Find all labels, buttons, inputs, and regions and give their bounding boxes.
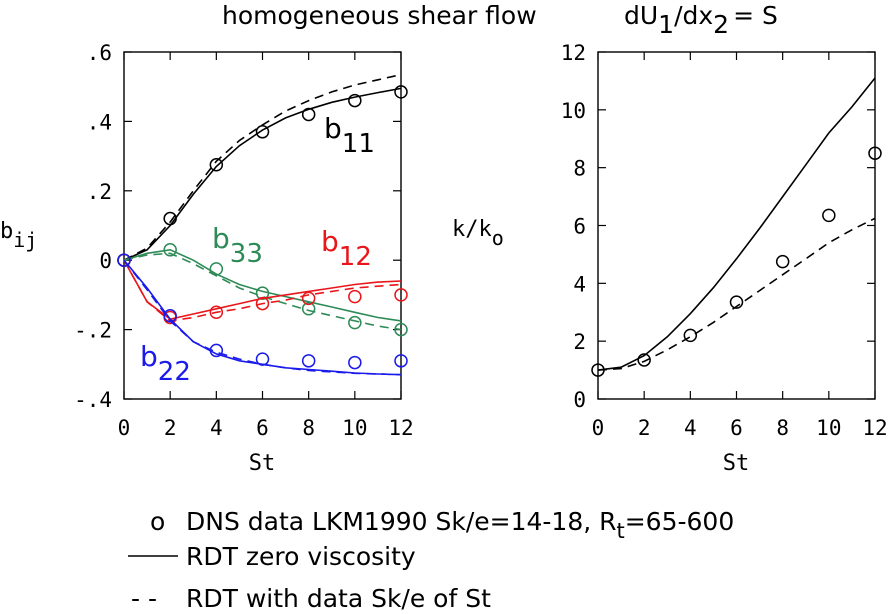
shear-equation: dU1/dx2 = S: [624, 1, 778, 39]
b11-dns-point: [348, 93, 362, 108]
k-dns-point: [729, 295, 744, 309]
k-dns-point: [775, 254, 790, 269]
k-dns-point: [868, 146, 882, 160]
k-xtick-label: 2: [638, 416, 651, 440]
k-xtick-label: 8: [776, 416, 789, 440]
b11-label: b11: [324, 112, 375, 159]
b22-dns-point: [348, 355, 362, 370]
k-dns-point: [591, 363, 605, 377]
legend: o DNS data LKM1990 Sk/e=14-18, Rt=65-600…: [128, 507, 734, 613]
b22-dns-point: [394, 354, 408, 368]
k-xtick-label: 6: [730, 416, 743, 440]
k-rdt-data-line: [597, 217, 876, 371]
k-xtick-label: 12: [862, 416, 887, 440]
b12-dns-point: [394, 288, 408, 302]
series-labels: b11 b33 b12 b22: [140, 112, 375, 387]
b33-dns-point: [348, 315, 362, 330]
bij-axis-ticks: 0 2 4 6 8 10 12 -.4 -.2 0 .2 .4 .6: [74, 41, 414, 440]
b33-rdt-zero-viscosity-line: [123, 248, 402, 322]
legend-dashed-symbol: - -: [131, 584, 157, 613]
bij-plot: 0 2 4 6 8 10 12 -.4 -.2 0 .2 .4 .6 St bij b11 b33 b1…: [0, 41, 414, 476]
k-y-axis-label: k/ko: [452, 217, 504, 250]
k-series: [591, 77, 882, 377]
bij-series: [117, 73, 408, 376]
bij-xtick-label: 4: [210, 416, 223, 440]
b11-dns-point: [301, 107, 316, 122]
bij-xtick-label: 6: [256, 416, 269, 440]
b12-dns-point: [255, 296, 270, 311]
b33-dns-point: [301, 302, 316, 316]
b11-rdt-zero-viscosity-line: [123, 87, 402, 261]
b22-dns-point: [255, 352, 270, 366]
k-xtick-label: 4: [684, 416, 697, 440]
b33-label: b33: [212, 222, 263, 269]
b22-dns-point: [117, 253, 131, 267]
bij-ytick-label: .6: [87, 41, 112, 65]
legend-item-rdt-zero: RDT zero viscosity: [128, 542, 416, 571]
bij-xtick-label: 12: [388, 416, 413, 440]
b22-dns-point: [209, 343, 224, 358]
bij-ytick-label: -.4: [74, 388, 112, 412]
k-ytick-label: 2: [573, 330, 586, 354]
k-xtick-label: 10: [816, 416, 841, 440]
k-xtick-label: 0: [592, 416, 605, 440]
bij-ytick-label: .4: [87, 110, 112, 134]
bij-ytick-label: .2: [87, 180, 112, 204]
b12-label: b12: [321, 225, 372, 272]
bij-xtick-label: 2: [164, 416, 177, 440]
bij-ytick-label: -.2: [74, 319, 112, 343]
legend-rdt-zero-text: RDT zero viscosity: [186, 542, 416, 571]
k-x-axis-label: St: [723, 451, 750, 476]
b11-dns-point: [163, 211, 177, 226]
b11-rdt-data-line: [123, 73, 402, 261]
k-ytick-label: 4: [573, 272, 586, 296]
legend-rdt-data-text: RDT with data Sk/e of St: [186, 584, 491, 613]
k-dns-point: [822, 208, 836, 223]
b11-dns-point: [394, 85, 408, 99]
bij-ytick-label: 0: [99, 249, 112, 273]
k-ytick-label: 8: [573, 157, 586, 181]
k-plot: 0 2 4 6 8 10 12 0 2 4 6 8 10 12 St k/ko: [452, 41, 888, 476]
legend-dns-symbol: o: [150, 507, 165, 536]
bij-xtick-label: 0: [118, 416, 131, 440]
bij-xtick-label: 10: [342, 416, 367, 440]
k-rdt-zero-viscosity-line: [597, 77, 876, 371]
b33-dns-point: [163, 243, 177, 257]
k-dns-point: [683, 328, 698, 343]
k-ytick-label: 0: [573, 388, 586, 412]
k-dns-point: [637, 353, 651, 367]
b11-dns-point: [255, 125, 270, 139]
legend-item-rdt-data: - - RDT with data Sk/e of St: [131, 584, 491, 613]
k-axis-ticks: 0 2 4 6 8 10 12 0 2 4 6 8 10 12: [561, 41, 888, 440]
bij-x-axis-label: St: [249, 451, 276, 476]
legend-dns-text: DNS data LKM1990 Sk/e=14-18, Rt=65-600: [186, 507, 734, 543]
b33-dns-point: [394, 322, 408, 337]
b12-dns-point: [209, 305, 224, 319]
figure-title: homogeneous shear flow: [222, 1, 537, 30]
k-ytick-label: 12: [561, 41, 586, 65]
k-ytick-label: 10: [561, 99, 586, 123]
k-plot-frame: [597, 51, 876, 400]
b12-dns-point: [301, 291, 316, 306]
b22-dns-point: [301, 354, 316, 368]
b33-rdt-data-line: [123, 252, 402, 331]
bij-y-axis-label: bij: [0, 219, 37, 252]
legend-item-dns: o DNS data LKM1990 Sk/e=14-18, Rt=65-600: [150, 507, 734, 543]
bij-xtick-label: 8: [302, 416, 315, 440]
b22-label: b22: [140, 340, 191, 387]
b12-dns-point: [348, 289, 362, 304]
b11-dns-point: [209, 158, 224, 172]
b22-dns-point: [163, 308, 177, 323]
k-ytick-label: 6: [573, 215, 586, 239]
b33-dns-point: [209, 262, 224, 276]
b22-rdt-data-line: [123, 259, 402, 376]
